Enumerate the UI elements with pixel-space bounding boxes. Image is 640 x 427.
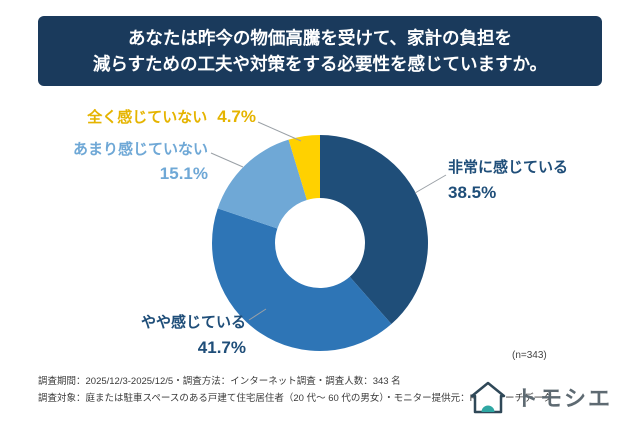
segment-label-somewhat-feel: やや感じている 41.7%	[96, 313, 246, 357]
footer-line-1: 調査期間：2025/12/3-2025/12/5・調査方法：インターネット調査・…	[38, 376, 401, 387]
segment-percent: 38.5%	[448, 183, 497, 202]
brand-name: トモシエ	[515, 386, 612, 411]
leader-line-none	[257, 121, 302, 142]
segment-label-not-at-all: 全く感じていない 4.7%	[40, 107, 256, 127]
segment-label-text: 非常に感じている	[448, 159, 569, 176]
title-line-2: 減らすための工夫や対策をする必要性を感じていますか。	[92, 54, 548, 74]
survey-methodology-footer: 調査期間：2025/12/3-2025/12/5・調査方法：インターネット調査・…	[38, 373, 553, 407]
segment-label-text: やや感じている	[140, 314, 246, 331]
segment-label-text: あまり感じていない	[72, 141, 208, 158]
leader-line-strong	[414, 174, 447, 194]
segment-percent: 4.7%	[217, 107, 256, 126]
sample-size-note: (n=343)	[512, 350, 547, 361]
donut-segment-0	[320, 135, 428, 325]
survey-question-title: あなたは昨今の物価高騰を受けて、家計の負担を 減らすための工夫や対策をする必要性…	[38, 16, 602, 86]
segment-label-not-much: あまり感じていない 15.1%	[28, 140, 208, 183]
house-logo-icon	[470, 381, 506, 414]
footer-line-2: 調査対象：庭または駐車スペースのある戸建て住宅居住者（20 代～ 60 代の男女…	[38, 393, 553, 404]
segment-percent: 41.7%	[197, 338, 246, 357]
brand-logo: トモシエ	[468, 379, 612, 415]
title-line-1: あなたは昨今の物価高騰を受けて、家計の負担を	[127, 28, 513, 48]
leader-line-some	[248, 308, 267, 321]
segment-label-text: 全く感じていない	[87, 109, 208, 126]
leader-line-few	[210, 152, 244, 168]
donut-segment-2	[217, 139, 307, 229]
donut-segment-3	[288, 135, 320, 200]
segment-label-strongly-feel: 非常に感じている 38.5%	[448, 158, 628, 202]
segment-percent: 15.1%	[159, 164, 208, 183]
